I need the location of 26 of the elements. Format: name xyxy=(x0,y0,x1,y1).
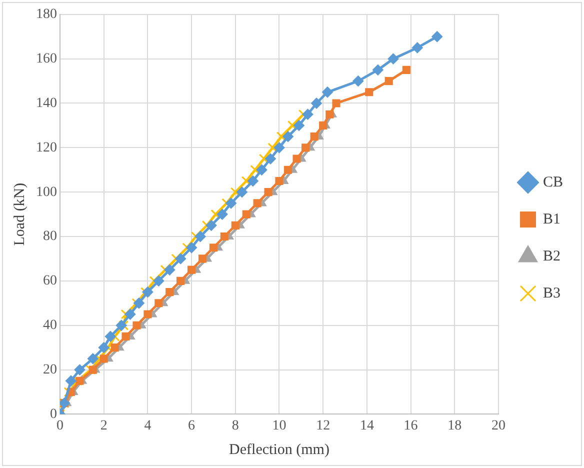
y-tick-label: 0 xyxy=(50,406,57,422)
x-tick-label: 4 xyxy=(144,418,152,434)
x-axis-title: Deflection (mm) xyxy=(229,442,330,458)
y-axis-title: Load (kN) xyxy=(12,182,28,246)
y-tick-label: 20 xyxy=(43,362,57,378)
y-tick-label: 160 xyxy=(36,51,57,66)
x-tick-label: 18 xyxy=(448,418,462,434)
legend-label: B2 xyxy=(542,248,561,264)
y-tick-label: 80 xyxy=(43,229,57,244)
x-tick-label: 2 xyxy=(100,418,108,434)
x-tick-label: 16 xyxy=(404,418,418,434)
x-tick-label: 20 xyxy=(491,418,506,434)
y-tick-label: 180 xyxy=(36,7,57,22)
legend-label: B3 xyxy=(542,285,561,302)
legend-label: CB xyxy=(542,174,564,190)
x-tick-label: 6 xyxy=(188,418,196,434)
y-tick-label: 100 xyxy=(36,184,57,200)
legend-label: B1 xyxy=(542,211,561,228)
y-tick-label: 60 xyxy=(43,274,57,289)
y-tick-label: 40 xyxy=(43,318,57,334)
x-tick-label: 8 xyxy=(232,418,239,434)
x-tick-label: 12 xyxy=(316,418,330,434)
y-tick-label: 140 xyxy=(36,96,57,111)
x-tick-label: 10 xyxy=(272,418,286,434)
y-tick-label: 120 xyxy=(36,140,57,156)
x-tick-label: 14 xyxy=(360,418,374,434)
